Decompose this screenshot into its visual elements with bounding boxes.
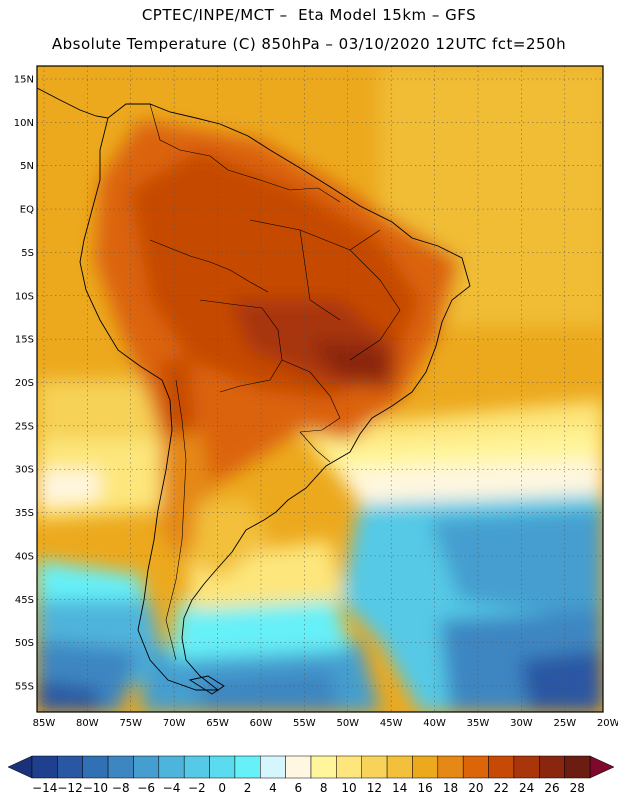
colorbar-swatch (412, 755, 439, 779)
border-paraguay (281, 359, 341, 433)
colorbar-label: 16 (417, 781, 432, 795)
lat-tick-label: 30S (15, 465, 34, 476)
lon-tick-label: 25W (553, 718, 576, 729)
colorbar-swatch (336, 755, 362, 779)
border-brazil-states (249, 219, 401, 361)
colorbar-swatch (310, 755, 337, 779)
lon-tick-label: 55W (293, 718, 316, 729)
colorbar-label: −10 (83, 781, 108, 795)
lat-tick-label: 35S (15, 508, 34, 519)
lon-tick-label: 65W (206, 718, 229, 729)
lat-tick-label: 40S (15, 551, 34, 562)
colorbar-swatch (107, 755, 134, 779)
colorbar-swatch (539, 755, 565, 779)
colorbar-over-arrow (589, 755, 615, 779)
lon-tick-label: 80W (76, 718, 99, 729)
lon-tick-label: 30W (510, 718, 533, 729)
border-argentina-chile (165, 379, 187, 661)
lat-tick-label: EQ (20, 205, 34, 216)
colorbar-label: 18 (443, 781, 458, 795)
colorbar-swatch (386, 755, 413, 779)
colorbar-label: 24 (519, 781, 534, 795)
lat-tick-label: 15N (14, 75, 34, 86)
colorbar-label: 22 (494, 781, 509, 795)
coastlines (37, 87, 471, 695)
temperature-field (37, 66, 603, 712)
lon-tick-label: 60W (250, 718, 273, 729)
map-title-line-2: Absolute Temperature (C) 850hPa – 03/10/… (51, 35, 567, 53)
colorbar-label: 6 (294, 781, 302, 795)
colorbar-swatch (133, 755, 160, 779)
colorbar-under-arrow (7, 755, 33, 779)
lat-tick-label: 10S (15, 291, 34, 302)
colorbar-swatch (437, 755, 464, 779)
colorbar-swatch (57, 755, 83, 779)
colorbar-label: 28 (570, 781, 585, 795)
temperature-map: 15N 10N 5N EQ 5S 10S 15S 20S 25S 30S 35S 40S 45S 50S 5… (14, 65, 618, 729)
lat-tick-label: 50S (15, 638, 34, 649)
colorbar-label: 14 (392, 781, 407, 795)
lat-tick-label: 25S (15, 421, 34, 432)
lon-tick-label: 35W (467, 718, 490, 729)
temperature-colorbar: −14 −12 −10 −8 −6 −4 −2 0 2 4 6 8 10 12 14 16 18 20 22 24 26… (7, 755, 615, 795)
lat-tick-label: 55S (15, 681, 34, 692)
lat-tick-label: 45S (15, 595, 34, 606)
colorbar-swatch (361, 755, 388, 779)
colorbar-swatch (31, 755, 58, 779)
colorbar-swatch (462, 755, 489, 779)
border-peru-brazil (149, 239, 269, 293)
colorbar-swatch (564, 755, 591, 779)
colorbar-swatches (7, 755, 615, 779)
lon-tick-label: 45W (380, 718, 403, 729)
colorbar-label: 0 (218, 781, 226, 795)
colorbar-swatch (82, 755, 109, 779)
border-colombia-venezuela (149, 103, 229, 171)
colorbar-labels: −14 −12 −10 −8 −6 −4 −2 0 2 4 6 8 10 12 14 16 18 20 22 24 26… (32, 781, 585, 795)
lon-tick-label: 50W (336, 718, 359, 729)
lat-tick-label: 5S (21, 248, 34, 259)
colorbar-label: 10 (341, 781, 356, 795)
border-uruguay (299, 431, 331, 463)
map-frame (36, 65, 604, 713)
colorbar-swatch (488, 755, 515, 779)
lat-tick-label: 10N (14, 118, 34, 129)
map-title-line-1: CPTEC/INPE/MCT – Eta Model 15km – GFS (141, 6, 477, 24)
lon-tick-label: 75W (119, 718, 142, 729)
colorbar-label: 2 (244, 781, 252, 795)
colorbar-swatch (209, 755, 236, 779)
lon-tick-label: 70W (163, 718, 186, 729)
border-brazil-north (227, 169, 341, 203)
lat-tick-label: 5N (20, 161, 34, 172)
colorbar-label: −2 (188, 781, 206, 795)
colorbar-swatch (158, 755, 185, 779)
tierra-del-fuego (188, 675, 225, 695)
lon-tick-label: 40W (423, 718, 446, 729)
colorbar-swatch (285, 755, 312, 779)
latitude-labels: 15N 10N 5N EQ 5S 10S 15S 20S 25S 30S 35S 40S 45S 50S 5… (14, 75, 34, 693)
colorbar-swatch (260, 755, 286, 779)
colorbar-swatch (183, 755, 210, 779)
lat-tick-label: 20S (15, 378, 34, 389)
lon-tick-label: 20W (597, 718, 618, 729)
country-borders (149, 103, 401, 661)
lon-tick-label: 85W (33, 718, 56, 729)
colorbar-swatch (513, 755, 540, 779)
colorbar-swatch (234, 755, 261, 779)
colorbar-label: 26 (544, 781, 559, 795)
colorbar-label: −4 (163, 781, 181, 795)
colorbar-label: 20 (468, 781, 483, 795)
colorbar-label: −12 (57, 781, 82, 795)
colorbar-label: −6 (137, 781, 155, 795)
colorbar-label: −14 (32, 781, 57, 795)
colorbar-label: 8 (320, 781, 328, 795)
colorbar-label: 4 (269, 781, 277, 795)
colorbar-label: −8 (112, 781, 130, 795)
central-america-coastline (37, 87, 109, 119)
colorbar-label: 12 (367, 781, 382, 795)
lat-tick-label: 15S (15, 335, 34, 346)
south-america-coastline (79, 103, 471, 691)
border-bolivia (199, 299, 283, 393)
longitude-labels: 85W 80W 75W 70W 65W 60W 55W 50W 45W 40W 35W 30W 25W 2… (33, 718, 618, 729)
